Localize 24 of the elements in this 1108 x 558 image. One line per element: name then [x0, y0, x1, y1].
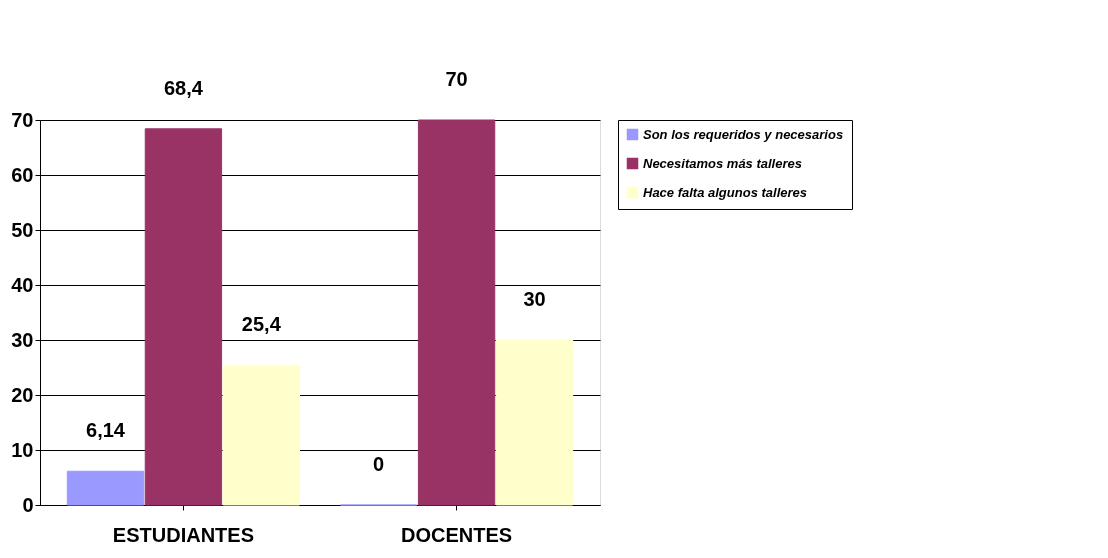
- legend-label: Hace falta algunos talleres: [643, 184, 808, 200]
- bar: [417, 119, 496, 506]
- data-label: 70: [445, 68, 468, 90]
- legend-label: Necesitamos más talleres: [643, 155, 802, 171]
- data-label: 6,14: [86, 419, 126, 442]
- data-label: 25,4: [241, 313, 282, 336]
- data-label: 0: [373, 453, 385, 475]
- data-label: 30: [523, 288, 546, 310]
- y-tick-label: 10: [11, 438, 34, 461]
- x-tick-label: DOCENTES: [401, 523, 513, 546]
- x-tick-label: ESTUDIANTES: [112, 523, 254, 546]
- y-tick-label: 20: [11, 383, 34, 406]
- y-tick-label: 40: [11, 273, 34, 296]
- bar: [495, 339, 574, 506]
- bar: [66, 470, 145, 506]
- y-tick-label: 0: [22, 493, 34, 516]
- y-tick-label: 70: [11, 108, 34, 131]
- y-tick-label: 30: [11, 328, 34, 351]
- y-tick-label: 60: [11, 163, 34, 186]
- bar: [144, 128, 223, 506]
- data-label: 68,4: [163, 76, 204, 99]
- bar: [222, 364, 301, 506]
- y-tick-label: 50: [11, 218, 34, 241]
- legend-label: Son los requeridos y necesarios: [643, 126, 844, 142]
